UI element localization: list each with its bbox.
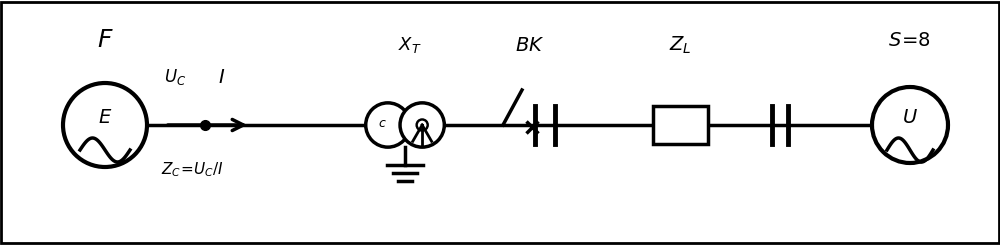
Text: $\mathbf{\mathit{F}}$: $\mathbf{\mathit{F}}$ <box>97 28 113 52</box>
Text: $\mathbf{\mathit{I}}$: $\mathbf{\mathit{I}}$ <box>218 68 226 86</box>
Text: $\mathbf{\mathit{E}}$: $\mathbf{\mathit{E}}$ <box>98 108 112 126</box>
Circle shape <box>400 103 444 147</box>
Circle shape <box>366 103 410 147</box>
Circle shape <box>417 120 428 131</box>
Text: $\mathbf{\mathit{Z_C\!=\!U_C/I}}$: $\mathbf{\mathit{Z_C\!=\!U_C/I}}$ <box>161 161 223 179</box>
Circle shape <box>63 83 147 167</box>
Text: $\mathbf{\mathit{X_T}}$: $\mathbf{\mathit{X_T}}$ <box>398 35 422 55</box>
Text: $\mathbf{\mathit{U}}$: $\mathbf{\mathit{U}}$ <box>902 108 918 126</box>
Circle shape <box>872 87 948 163</box>
Text: $\mathit{c}$: $\mathit{c}$ <box>378 117 386 130</box>
Text: $\mathbf{\mathit{U_C}}$: $\mathbf{\mathit{U_C}}$ <box>164 67 186 87</box>
Text: $\mathbf{\mathit{Z_L}}$: $\mathbf{\mathit{Z_L}}$ <box>669 34 691 56</box>
Bar <box>652 106 708 144</box>
Text: $\mathbf{\mathit{BK}}$: $\mathbf{\mathit{BK}}$ <box>515 36 545 54</box>
Text: $\mathbf{\mathit{S\!=\!8}}$: $\mathbf{\mathit{S\!=\!8}}$ <box>888 30 932 49</box>
